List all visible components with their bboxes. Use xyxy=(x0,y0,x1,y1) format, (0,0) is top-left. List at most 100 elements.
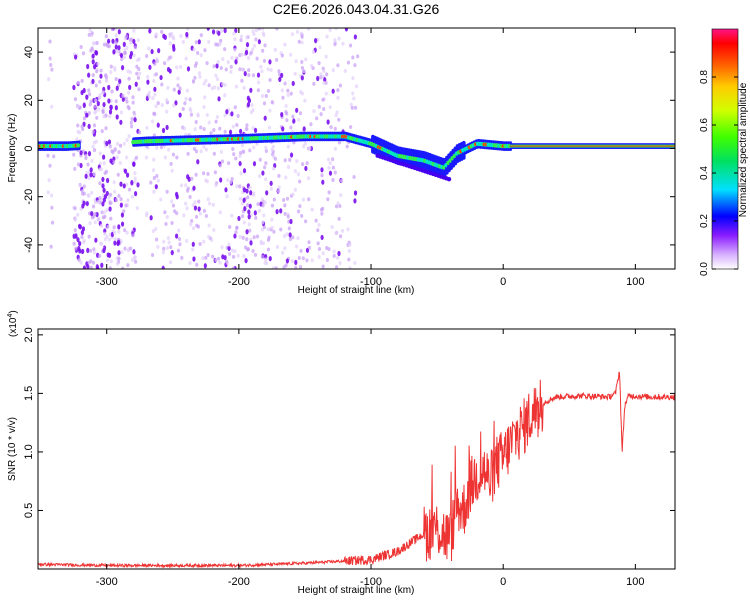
spectrogram-cell xyxy=(262,101,267,106)
spectrogram-cell xyxy=(354,84,359,89)
spectrogram-cell xyxy=(127,76,131,81)
spectrogram-cell xyxy=(137,130,142,135)
spectrogram-cell xyxy=(184,56,188,61)
spectrogram-cell xyxy=(225,194,229,199)
spectrogram-cell xyxy=(81,51,86,56)
spectrogram-cell xyxy=(280,72,284,79)
spectrogram-cell xyxy=(194,40,198,45)
spectrogram-cell xyxy=(230,213,234,218)
spectrogram-cell xyxy=(338,261,342,266)
spectrogram-cell xyxy=(283,158,287,163)
spectrogram-cell xyxy=(98,253,102,258)
spectrogram-cell xyxy=(326,157,331,162)
spectrogram-cell xyxy=(114,33,118,38)
spectrogram-cell xyxy=(126,198,130,203)
spectrogram-cell xyxy=(331,88,335,94)
spectrogram-cell xyxy=(348,266,352,269)
snr-series-line xyxy=(38,371,675,569)
spectrogram-cell xyxy=(251,73,256,78)
spectrogram-cell xyxy=(75,137,79,142)
spectrogram-cell xyxy=(351,55,355,60)
spectrogram-cell xyxy=(211,202,215,207)
spectrogram-cell xyxy=(253,127,258,133)
spectrogram-cell xyxy=(335,265,339,269)
spectrogram-cell xyxy=(227,242,231,247)
spectrogram-cell xyxy=(260,254,265,259)
spectrogram-cell xyxy=(99,68,103,73)
spectrogram-cell xyxy=(76,237,80,243)
spectrogram-cell xyxy=(103,231,107,236)
spectrogram-cell xyxy=(246,102,251,108)
spectrogram-cell xyxy=(344,28,349,32)
spectrogram-cell xyxy=(93,104,97,109)
spectrogram-cell xyxy=(96,61,100,66)
spectrogram-cell xyxy=(328,161,332,166)
spectrogram-cell xyxy=(93,220,97,225)
spectrogram-cell xyxy=(238,184,242,189)
y-tick-label: 2.0 xyxy=(23,327,35,342)
spectrogram-cell xyxy=(154,237,159,242)
spectrogram-cell xyxy=(102,154,106,160)
spectrogram-cell xyxy=(262,225,266,230)
spectrogram-cell xyxy=(333,170,337,175)
spectrogram-cell xyxy=(301,197,306,202)
spectrogram-cell xyxy=(260,197,265,202)
spectrogram-cell xyxy=(101,176,105,183)
spectrogram-cell xyxy=(336,88,340,93)
spectrogram-cell xyxy=(329,125,333,130)
spectrogram-cell xyxy=(224,187,228,193)
spectrogram-cell xyxy=(219,149,223,154)
spectrogram-cell xyxy=(338,234,343,239)
spectrogram-cell xyxy=(321,264,325,269)
spectrogram-cell xyxy=(288,232,292,238)
spectrogram-cell xyxy=(48,39,52,44)
spectrogram-cell xyxy=(169,245,173,250)
spectrogram-cell xyxy=(108,192,113,197)
spectrogram-cell xyxy=(137,71,142,76)
spectrogram-cell xyxy=(238,128,243,134)
spectrogram-cell xyxy=(107,139,112,145)
spectrogram-cell xyxy=(97,107,101,112)
spectrogram-cell xyxy=(147,46,151,51)
spectrogram-cell xyxy=(265,190,269,196)
spectrogram-cell xyxy=(145,211,149,216)
spectrogram-cell xyxy=(109,64,113,69)
spectrogram-cell xyxy=(285,118,289,123)
spectrogram-cell xyxy=(229,179,233,184)
spectrogram-cell xyxy=(108,201,112,206)
spectrogram-cell xyxy=(198,74,202,79)
spectrogram-cell xyxy=(123,168,128,174)
spectrogram-cell xyxy=(233,37,237,42)
spectrogram-cell xyxy=(74,246,78,251)
spectrogram-cell xyxy=(304,57,308,62)
spectrogram-cell xyxy=(105,234,109,239)
spectrogram-cell xyxy=(275,209,279,215)
spectrogram-cell xyxy=(225,109,229,115)
spectrogram-cell xyxy=(328,105,332,110)
spectrogram-cell xyxy=(98,241,103,246)
spectrogram-cell xyxy=(134,191,138,197)
spectrogram-cell xyxy=(240,52,244,57)
spectrogram-cell xyxy=(244,49,249,56)
spectrogram-cell xyxy=(188,97,192,102)
spectrogram-cell xyxy=(318,45,322,50)
spectrogram-cell xyxy=(351,91,355,96)
spectrogram-cell xyxy=(242,168,247,174)
spectrogram-cell xyxy=(185,206,189,211)
spectrogram-cell xyxy=(134,81,138,87)
spectrogram-cell xyxy=(264,257,268,262)
spectrogram-cell xyxy=(253,210,257,216)
spectrogram-cell xyxy=(289,152,294,158)
spectrogram-cell xyxy=(113,237,117,242)
spectrogram-cell xyxy=(353,190,358,196)
snr-panel: -300 -200 -100 0 100 0.5 1.0 1.5 2.0 Height of … xyxy=(7,310,676,596)
spectrogram-cell xyxy=(109,104,113,111)
snr-scale-exp: 4 xyxy=(7,314,14,318)
spectrogram-cell xyxy=(245,237,249,242)
spectrogram-cell xyxy=(189,222,193,227)
spectrogram-cell xyxy=(135,206,139,211)
spectrogram-cell xyxy=(281,126,285,132)
spectrogram-cell xyxy=(270,100,274,105)
spectrogram-cell xyxy=(214,183,218,188)
spectrogram-cell xyxy=(162,246,166,251)
